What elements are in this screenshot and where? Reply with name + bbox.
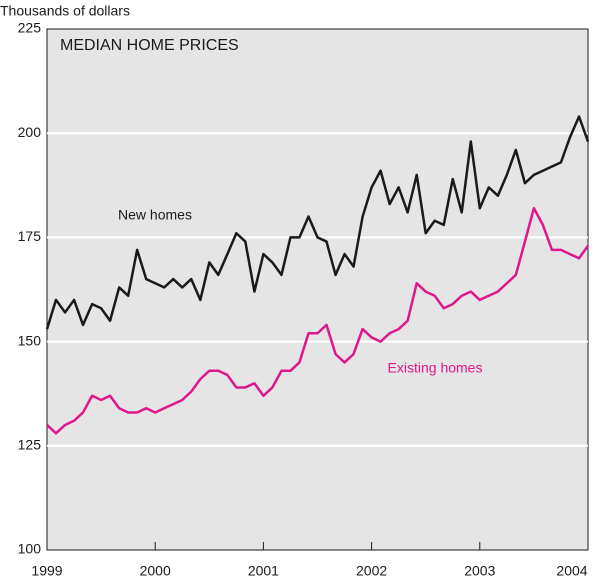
series-label: Existing homes	[388, 360, 483, 376]
x-tick-label: 2001	[248, 563, 279, 579]
y-tick-label: 100	[18, 541, 42, 557]
series-line	[46, 206, 590, 435]
x-tick-label: 2004	[556, 563, 587, 579]
y-tick-label: 125	[18, 437, 42, 453]
y-tick-label: 225	[18, 20, 42, 36]
y-tick-label: 200	[18, 124, 42, 140]
x-tick-label: 2000	[140, 563, 171, 579]
plot-area	[46, 28, 589, 551]
y-tick-label: 175	[18, 228, 42, 244]
y-axis-label: Thousands of dollars	[0, 3, 130, 19]
x-tick-label: 2002	[356, 563, 387, 579]
series-label: New homes	[118, 207, 192, 223]
y-tick-label: 150	[18, 332, 42, 348]
chart-title: MEDIAN HOME PRICES	[60, 37, 239, 54]
x-tick-label: 2003	[464, 563, 495, 579]
series-line	[45, 115, 590, 330]
x-tick-label: 1999	[31, 563, 62, 579]
